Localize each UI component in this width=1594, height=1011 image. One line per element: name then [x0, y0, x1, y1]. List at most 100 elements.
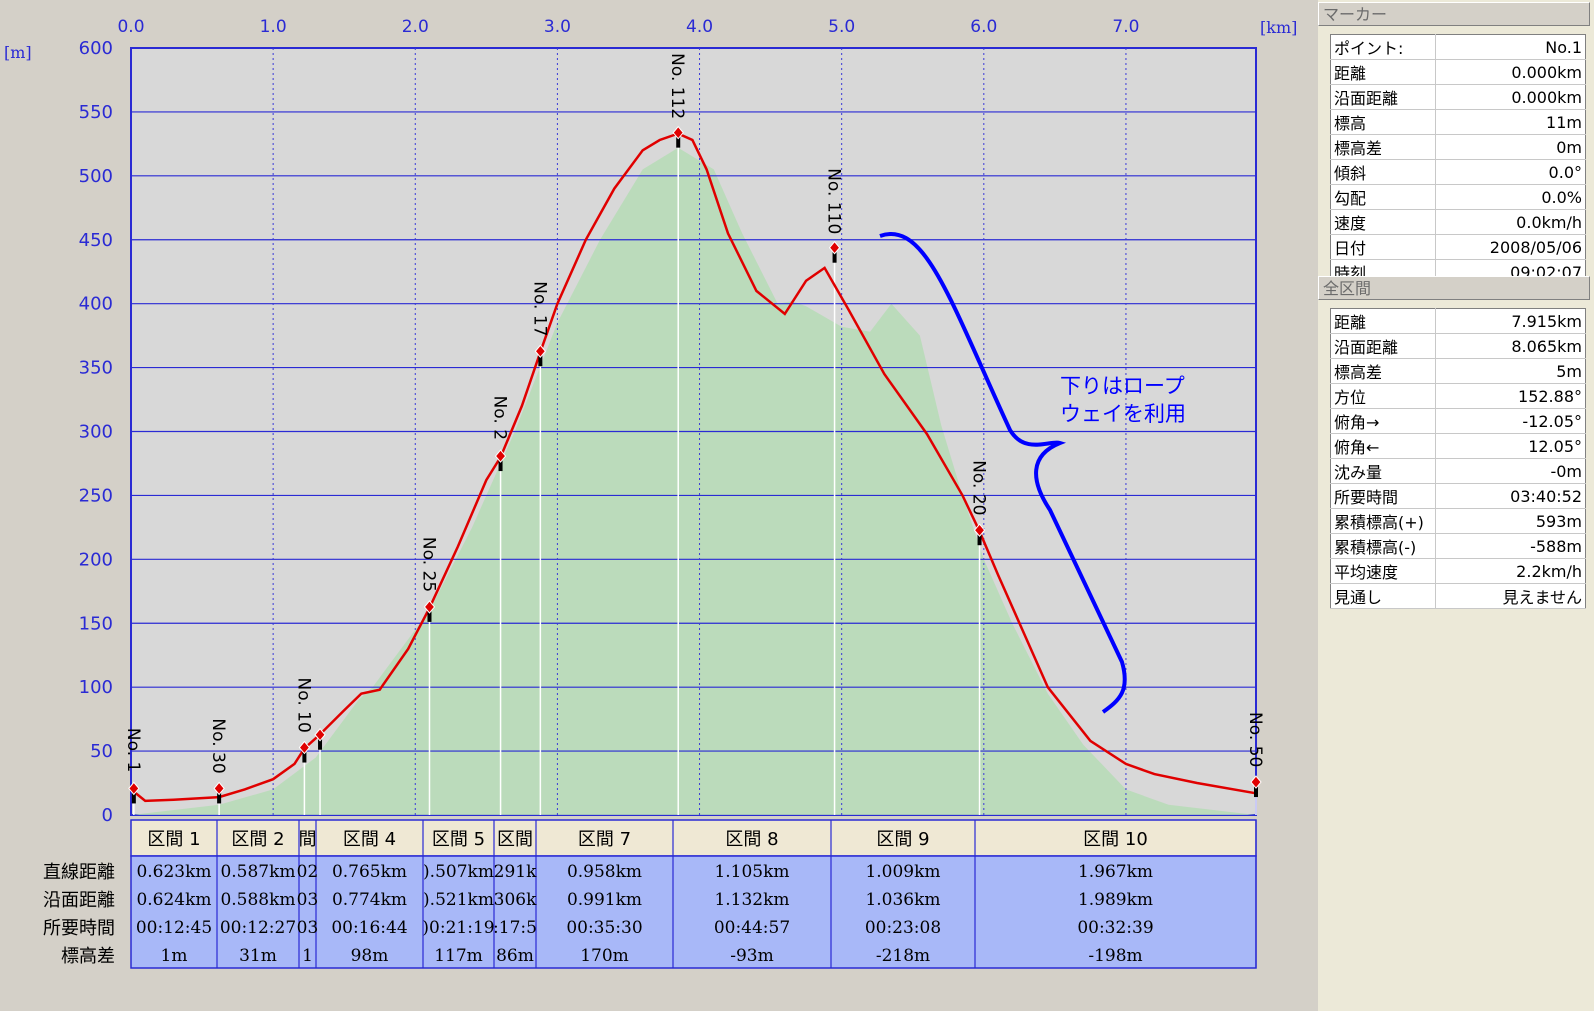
segment-value: 1.009km: [865, 862, 940, 882]
segment-name: 区間: [497, 829, 533, 850]
marker-prop-row: 標高差 0m: [1330, 134, 1586, 160]
segment-value: 03: [297, 890, 319, 910]
segment-value: 00:44:57: [714, 918, 790, 938]
segment-header-bar: [130, 819, 1257, 857]
marker-pin: [427, 607, 432, 622]
y-tick-label: 500: [79, 166, 113, 187]
segment-name: 区間 5: [432, 829, 485, 850]
segment-value: 1.967km: [1078, 862, 1153, 882]
y-tick-label: 200: [79, 549, 113, 570]
marker-prop-row: 速度 0.0km/h: [1330, 209, 1586, 235]
segment-value: 00:12:27: [220, 918, 296, 938]
segment-name: 区間 1: [147, 829, 200, 850]
marker-label: No. 50: [1245, 712, 1265, 767]
segment-value: 306k: [494, 890, 537, 910]
y-tick-label: 150: [79, 613, 113, 634]
segment-value: 02: [297, 862, 319, 882]
y-tick-label: 450: [79, 230, 113, 251]
marker-label: No. 25: [418, 537, 438, 592]
marker-prop-value: 0.000km: [1435, 59, 1586, 85]
x-unit-label: [km]: [1260, 18, 1297, 37]
segment-value: 0.623km: [136, 862, 211, 882]
y-tick-label: 400: [79, 294, 113, 315]
total-prop-value: 03:40:52: [1435, 483, 1586, 509]
segment-value: )0:21:19: [422, 918, 494, 938]
segment-value: :17:5: [493, 918, 537, 938]
x-tick-label: 3.0: [544, 17, 571, 37]
marker-prop-value: 0m: [1435, 134, 1586, 160]
total-prop-row: 沈み量 -0m: [1330, 458, 1586, 484]
total-prop-row: 累積標高(-) -588m: [1330, 533, 1586, 559]
total-prop-row: 標高差 5m: [1330, 358, 1586, 384]
x-tick-label: 1.0: [260, 17, 287, 37]
marker-prop-row: 標高 11m: [1330, 109, 1586, 135]
y-tick-label: 250: [79, 485, 113, 506]
annotation-brace: [879, 232, 1127, 714]
marker-label: No. 10: [293, 678, 313, 733]
total-prop-row: 所要時間 03:40:52: [1330, 483, 1586, 509]
segment-value: 1: [302, 946, 313, 966]
segment-value: -218m: [876, 946, 930, 966]
marker-pin: [977, 531, 982, 546]
segment-name: 区間 10: [1083, 829, 1148, 850]
segment-row-header: 直線距離: [43, 862, 115, 883]
marker-label: No. 2: [490, 396, 510, 440]
marker-label: No. 30: [208, 718, 228, 773]
marker-pin: [676, 133, 681, 148]
marker-prop-value: 0.000km: [1435, 84, 1586, 110]
marker-label: No. 17: [529, 281, 549, 336]
marker-prop-key: 標高差: [1330, 134, 1436, 160]
segment-value: 0.588km: [220, 890, 295, 910]
segment-value: 0.774km: [332, 890, 407, 910]
segment-value: 1.105km: [714, 862, 789, 882]
terrain-area: [131, 147, 1256, 815]
marker-prop-row: 傾斜 0.0°: [1330, 159, 1586, 185]
marker-properties-table: ポイント: No.1 距離 0.000km 沿面距離 0.000km 標高 11m 標高差 0m 傾…: [1330, 34, 1586, 285]
y-tick-label: 350: [79, 358, 113, 379]
segment-row-header: 標高差: [61, 946, 115, 967]
total-prop-value: 152.88°: [1435, 383, 1586, 409]
marker-prop-key: 沿面距離: [1330, 84, 1436, 110]
total-prop-value: 7.915km: [1435, 308, 1586, 334]
segment-value: 86m: [496, 946, 534, 966]
segment-value: -93m: [730, 946, 774, 966]
marker-pin: [217, 789, 222, 804]
total-prop-value: 見えません: [1435, 583, 1586, 609]
segment-name: 区間 2: [231, 829, 284, 850]
total-prop-key: 累積標高(-): [1330, 533, 1436, 559]
x-tick-label: 2.0: [402, 17, 429, 37]
segment-value: 1.036km: [865, 890, 940, 910]
marker-prop-value: 11m: [1435, 109, 1586, 135]
annotation-text: 下りはロープ: [1060, 374, 1185, 398]
y-unit-label: [m]: [4, 43, 32, 62]
y-tick-label: 550: [79, 102, 113, 123]
total-panel-title: 全区間: [1318, 276, 1590, 300]
total-prop-value: 5m: [1435, 358, 1586, 384]
segment-value: 00:16:44: [331, 918, 407, 938]
marker-diamond: [314, 727, 326, 742]
total-prop-key: 沈み量: [1330, 458, 1436, 484]
marker-prop-key: 日付: [1330, 234, 1436, 260]
y-tick-label: 100: [79, 677, 113, 698]
segment-value: ).507km: [423, 862, 494, 882]
segment-value: 31m: [239, 946, 277, 966]
marker-label: No. 110: [824, 168, 844, 234]
segment-value: 98m: [351, 946, 389, 966]
segment-value: 1.132km: [714, 890, 789, 910]
marker-label: No. 112: [667, 53, 687, 119]
marker-diamond: [494, 449, 507, 463]
x-tick-label: 4.0: [686, 17, 713, 37]
marker-diamond: [298, 740, 311, 755]
total-prop-key: 方位: [1330, 383, 1436, 409]
marker-pin: [131, 789, 136, 804]
segment-value: 170m: [580, 946, 629, 966]
marker-pin: [302, 748, 307, 763]
marker-panel-title: マーカー: [1318, 2, 1590, 26]
marker-prop-key: 傾斜: [1330, 159, 1436, 185]
total-prop-row: 方位 152.88°: [1330, 383, 1586, 409]
y-tick-label: 50: [90, 741, 113, 762]
segment-name: 間: [299, 829, 317, 850]
segment-value: 117m: [434, 946, 483, 966]
total-prop-key: 沿面距離: [1330, 333, 1436, 359]
